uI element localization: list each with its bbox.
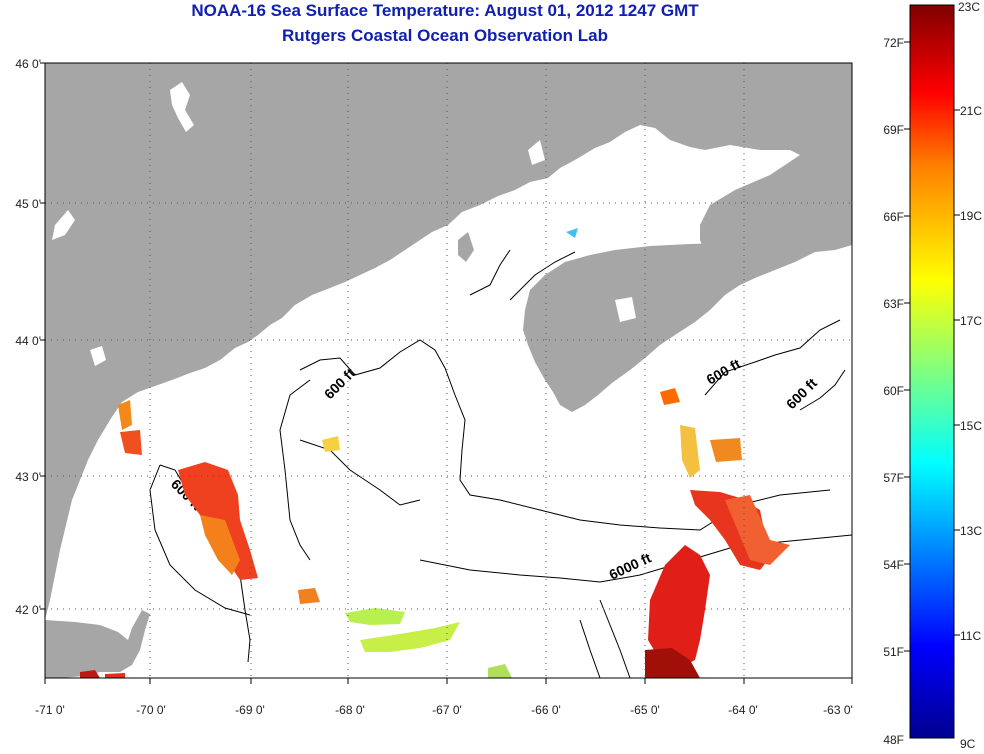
sst-patch xyxy=(120,430,142,455)
land-lake xyxy=(528,140,545,165)
sst-patch xyxy=(648,545,710,668)
colorbar-c-label: 13C xyxy=(960,524,982,538)
sst-patch xyxy=(345,608,405,625)
colorbar-f-label: 66F xyxy=(883,210,904,224)
lon-tick-label: -69 0' xyxy=(235,703,265,717)
sst-patch xyxy=(200,515,240,575)
colorbar-f-label: 57F xyxy=(883,471,904,485)
land-lake xyxy=(52,210,75,240)
colorbar-c-label: 9C xyxy=(960,737,976,751)
lon-tick-label: -68 0' xyxy=(335,703,365,717)
cape-cod-land xyxy=(45,610,150,678)
graticule xyxy=(45,63,852,678)
sst-patch xyxy=(80,670,100,678)
colorbar-f-label: 63F xyxy=(883,297,904,311)
colorbar-f-label: 48F xyxy=(883,733,904,747)
sst-patch xyxy=(322,436,340,452)
land-lake xyxy=(170,82,194,132)
colorbar-c-label: 15C xyxy=(960,419,982,433)
sst-patch xyxy=(680,425,700,478)
lat-tick-label: 46 0' xyxy=(15,57,41,71)
colorbar-ticks xyxy=(904,41,960,652)
lon-tick-label: -71 0' xyxy=(35,703,65,717)
frame-ticks xyxy=(40,62,853,684)
colorbar-f-label: 69F xyxy=(883,123,904,137)
map-frame xyxy=(44,62,853,679)
land-lake xyxy=(640,168,652,182)
lon-tick-label: -66 0' xyxy=(531,703,561,717)
colorbar xyxy=(909,4,955,739)
lon-tick-label: -63 0' xyxy=(823,703,853,717)
sst-patch xyxy=(566,228,578,238)
land-lake xyxy=(90,346,106,366)
island xyxy=(458,232,474,262)
sst-patch xyxy=(645,648,700,678)
lon-tick-label: -67 0' xyxy=(432,703,462,717)
colorbar-c-label: 23C xyxy=(958,0,980,14)
lon-tick-label: -64 0' xyxy=(728,703,758,717)
colorbar-c-label: 11C xyxy=(960,629,981,643)
mainland-land xyxy=(45,63,852,620)
sst-patch xyxy=(488,664,512,678)
lat-tick-label: 45 0' xyxy=(15,197,41,211)
sst-patch xyxy=(118,400,132,430)
sst-patch xyxy=(360,622,460,652)
sst-patch xyxy=(725,495,790,565)
land-lake xyxy=(615,297,636,322)
colorbar-c-label: 19C xyxy=(960,209,982,223)
colorbar-c-label: 17C xyxy=(960,314,982,328)
colorbar-f-label: 72F xyxy=(883,36,904,50)
lon-tick-label: -65 0' xyxy=(630,703,660,717)
lon-tick-label: -70 0' xyxy=(136,703,166,717)
map-subtitle: Rutgers Coastal Ocean Observation Lab xyxy=(282,26,608,45)
lat-tick-label: 43 0' xyxy=(15,470,41,484)
colorbar-c-label: 21C xyxy=(960,104,982,118)
colorbar-f-label: 54F xyxy=(883,558,904,572)
lat-tick-label: 44 0' xyxy=(15,334,41,348)
sst-patch xyxy=(660,388,680,405)
colorbar-f-label: 60F xyxy=(883,384,904,398)
sst-patch xyxy=(298,588,320,604)
colorbar-f-label: 51F xyxy=(883,645,904,659)
sst-patch xyxy=(710,438,742,462)
map-title: NOAA-16 Sea Surface Temperature: August … xyxy=(191,1,699,20)
nova-scotia-land xyxy=(523,230,852,412)
sst-patch xyxy=(105,673,125,678)
lat-tick-label: 42 0' xyxy=(15,603,41,617)
